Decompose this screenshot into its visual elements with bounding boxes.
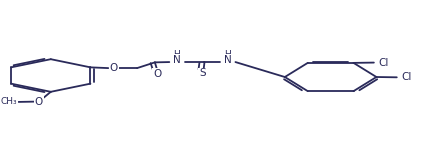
Text: H: H	[174, 50, 180, 59]
Text: O: O	[35, 97, 43, 107]
Text: N: N	[224, 55, 232, 65]
Text: CH₃: CH₃	[1, 97, 18, 106]
Text: H: H	[224, 50, 231, 59]
Text: Cl: Cl	[378, 58, 389, 68]
Text: S: S	[199, 68, 205, 78]
Text: N: N	[173, 55, 181, 65]
Text: O: O	[153, 69, 161, 79]
Text: O: O	[110, 63, 118, 73]
Text: Cl: Cl	[401, 72, 411, 82]
